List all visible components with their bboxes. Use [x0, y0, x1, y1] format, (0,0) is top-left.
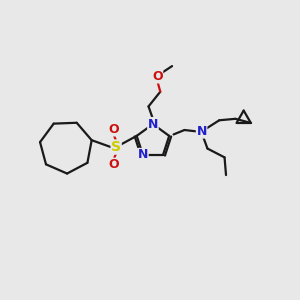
Text: S: S [111, 140, 121, 154]
Text: N: N [148, 118, 158, 130]
Text: O: O [109, 123, 119, 136]
Text: N: N [138, 148, 148, 161]
Text: N: N [196, 125, 207, 138]
Text: O: O [152, 70, 163, 83]
Text: O: O [109, 158, 119, 171]
